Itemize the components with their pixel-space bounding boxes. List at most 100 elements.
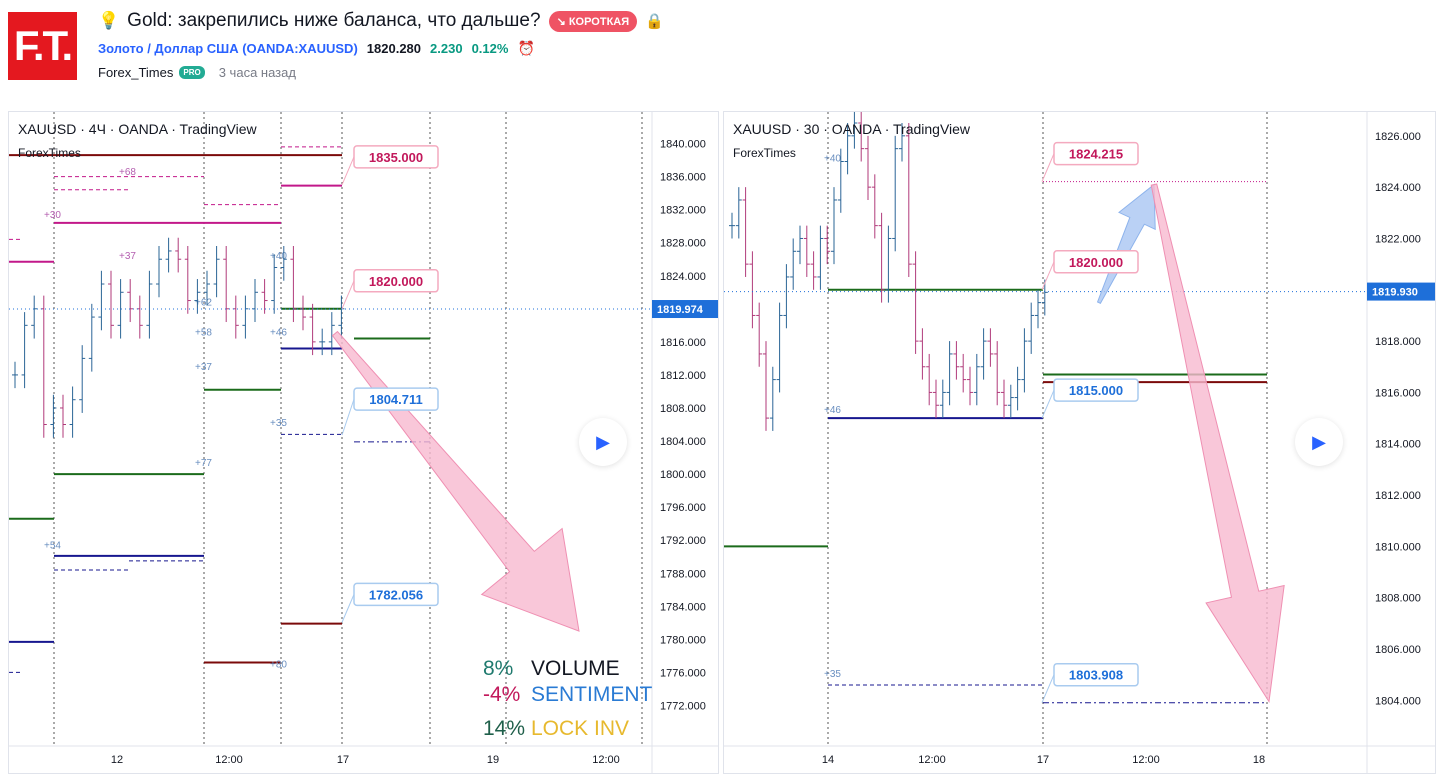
callout-box	[1053, 378, 1139, 402]
callout-value: 1824.215	[1069, 147, 1123, 162]
level-label: +40	[270, 251, 287, 262]
stat-lock-inv: 14% LOCK INV	[483, 717, 629, 741]
callout-box	[1053, 141, 1139, 166]
price-tick-label: 1816.000	[1375, 387, 1421, 399]
stat-volume: 8% VOLUME	[483, 657, 620, 681]
play-button[interactable]: ▶	[579, 418, 627, 466]
level-label: +54	[44, 540, 61, 551]
stat-sentiment-label: SENTIMENT	[531, 683, 653, 706]
lock-icon: 🔒	[645, 13, 664, 30]
callout-leader	[1041, 153, 1055, 182]
callout-box	[353, 387, 439, 411]
price-tick-label: 1800.000	[660, 469, 706, 481]
author-name[interactable]: Forex_Times	[98, 65, 174, 80]
time-tick-label: 12	[111, 754, 123, 766]
time-tick-label: 18	[1253, 754, 1265, 766]
lightbulb-icon: 💡	[98, 11, 120, 30]
level-label: +58	[195, 327, 212, 338]
level-label: +37	[119, 251, 136, 262]
price-tick-label: 1832.000	[660, 205, 706, 217]
callout-value: 1782.056	[369, 587, 423, 602]
stat-sentiment: -4% SENTIMENT	[483, 683, 652, 707]
play-icon: ▶	[1312, 431, 1326, 452]
chart-4h[interactable]: 1840.000 1836.000 1832.000 1828.000 1824.000…	[8, 111, 719, 774]
callout-leader	[1041, 261, 1055, 290]
price-tick-label: 1814.000	[1375, 439, 1421, 451]
price-tick-label: 1772.000	[660, 700, 706, 712]
symbol-link[interactable]: Золото / Доллар США (OANDA:XAUUSD)	[98, 41, 358, 56]
current-price-label: 1819.974	[657, 304, 704, 316]
stat-lock-inv-label: LOCK INV	[531, 717, 630, 740]
price-tick-label: 1836.000	[660, 172, 706, 184]
price-tick-label: 1780.000	[660, 634, 706, 646]
price-tick-label: 1818.000	[1375, 336, 1421, 348]
callout-leader	[341, 594, 355, 623]
callout-value: 1820.000	[369, 274, 423, 289]
alarm-clock-icon[interactable]: ⏰	[517, 40, 535, 56]
callout-leader	[341, 398, 355, 436]
idea-title: Gold: закрепились ниже баланса, что даль…	[127, 10, 541, 31]
price-tick-label: 1788.000	[660, 568, 706, 580]
time-tick-label: 12:00	[918, 754, 946, 766]
level-label: +35	[824, 669, 841, 680]
callout-box	[353, 145, 439, 169]
author-row: Forex_Times PRO 3 часа назад	[98, 65, 296, 80]
short-direction-badge: ↘ КОРОТКАЯ	[548, 10, 638, 32]
symbol-row: Золото / Доллар США (OANDA:XAUUSD) 1820.…	[98, 40, 535, 57]
symbol-change-percent: 0.12%	[471, 41, 509, 56]
level-label: +68	[119, 167, 136, 178]
callout-leader	[1041, 674, 1055, 703]
level-label: +37	[195, 362, 212, 373]
callout-value: 1815.000	[1069, 383, 1123, 398]
level-label: +35	[270, 418, 287, 429]
time-tick-label: 12:00	[1132, 754, 1160, 766]
callout-value: 1835.000	[369, 150, 423, 165]
price-tick-label: 1824.000	[660, 271, 706, 283]
chart-sublegend: ForexTimes	[733, 146, 796, 160]
level-label: +40	[824, 153, 841, 164]
play-button[interactable]: ▶	[1295, 418, 1343, 466]
projection-arrow	[1150, 183, 1285, 704]
callout-value: 1803.908	[1069, 668, 1123, 683]
price-tick-label: 1824.000	[1375, 182, 1421, 194]
posted-time: 3 часа назад	[218, 65, 296, 80]
time-tick-label: 17	[1037, 754, 1049, 766]
price-tick-label: 1828.000	[660, 238, 706, 250]
time-tick-label: 12:00	[592, 754, 620, 766]
pro-badge: PRO	[179, 66, 205, 79]
price-tick-label: 1840.000	[660, 139, 706, 151]
callout-leader	[1041, 389, 1055, 419]
level-label: +77	[195, 458, 212, 469]
price-tick-label: 1808.000	[1375, 593, 1421, 605]
logo[interactable]: F.T.	[8, 12, 77, 80]
chart-30m[interactable]: 1826.000 1824.000 1822.000 1820.000 1818.000…	[723, 111, 1436, 774]
stat-volume-label: VOLUME	[531, 657, 620, 680]
projection-arrow	[1096, 183, 1156, 304]
chart-30m-canvas[interactable]: 1826.000 1824.000 1822.000 1820.000 1818.000…	[724, 112, 1435, 773]
price-tick-label: 1812.000	[1375, 490, 1421, 502]
price-tick-label: 1796.000	[660, 502, 706, 514]
chart-legend: XAUUSD · 30 · OANDA · TradingView	[733, 121, 971, 137]
price-tick-label: 1810.000	[1375, 541, 1421, 553]
price-tick-label: 1804.000	[1375, 695, 1421, 707]
chart-4h-canvas[interactable]: 1840.000 1836.000 1832.000 1828.000 1824.000…	[9, 112, 718, 773]
time-tick-label: 19	[487, 754, 499, 766]
chart-sublegend: ForexTimes	[18, 146, 81, 160]
price-tick-label: 1822.000	[1375, 233, 1421, 245]
idea-title-row: 💡 Gold: закрепились ниже баланса, что да…	[98, 10, 664, 32]
callout-box	[1053, 250, 1139, 274]
time-tick-label: 14	[822, 754, 834, 766]
current-price-tag	[652, 300, 718, 319]
level-label: +46	[270, 327, 287, 338]
current-price-label: 1819.930	[1372, 287, 1418, 299]
play-icon: ▶	[596, 431, 610, 452]
price-tick-label: 1812.000	[660, 370, 706, 382]
price-tick-label: 1816.000	[660, 337, 706, 349]
level-label: +80	[270, 659, 287, 670]
time-tick-label: 17	[337, 754, 349, 766]
symbol-price: 1820.280	[366, 41, 422, 56]
level-label: +46	[824, 405, 841, 416]
price-tick-label: 1784.000	[660, 601, 706, 613]
callout-box	[1053, 662, 1139, 687]
stat-volume-percent: 8%	[483, 657, 514, 680]
